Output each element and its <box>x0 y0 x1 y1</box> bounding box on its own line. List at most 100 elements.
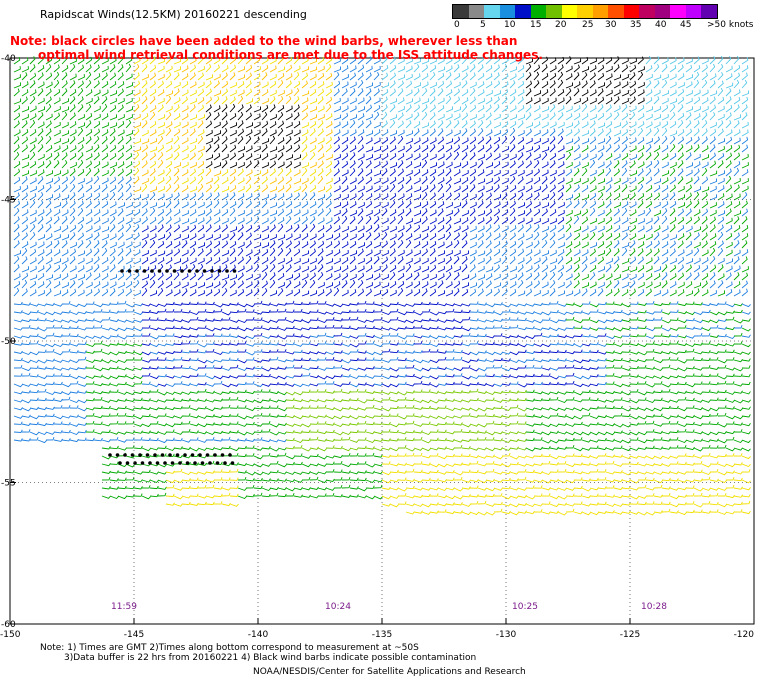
wind-barb <box>725 224 733 233</box>
wind-barb <box>301 80 308 89</box>
wind-barb <box>205 289 213 297</box>
wind-barb <box>461 192 469 201</box>
wind-barb <box>653 114 661 121</box>
wind-barb <box>693 302 703 306</box>
wind-barb <box>469 333 479 338</box>
wind-barb <box>29 80 36 89</box>
wind-barb <box>109 281 117 289</box>
wind-barb <box>677 423 687 428</box>
wind-barb <box>733 367 743 372</box>
wind-barb <box>661 136 668 145</box>
wind-barb <box>573 437 583 441</box>
wind-barb <box>717 216 725 225</box>
wind-barb <box>541 121 549 129</box>
wind-barb <box>341 129 349 137</box>
wind-barb <box>141 169 149 177</box>
wind-barb <box>301 476 311 481</box>
wind-barb <box>725 470 735 474</box>
wind-barb <box>677 264 684 273</box>
wind-barb <box>389 367 399 372</box>
wind-barb <box>701 192 708 201</box>
wind-barb <box>85 128 93 137</box>
wind-barb <box>373 185 381 193</box>
wind-barb <box>261 248 269 257</box>
wind-barb <box>541 439 551 444</box>
wind-barb <box>141 325 151 329</box>
wind-barb <box>301 367 311 371</box>
wind-barb <box>141 88 148 97</box>
wind-barb <box>565 479 575 484</box>
wind-barb <box>317 447 327 452</box>
wind-barb <box>645 144 652 153</box>
wind-barb <box>165 397 175 401</box>
wind-barb <box>741 381 751 386</box>
wind-barb <box>149 454 159 458</box>
wind-barb <box>549 144 556 153</box>
wind-barb <box>509 397 519 402</box>
wind-barb <box>69 145 77 153</box>
wind-barb <box>237 256 244 265</box>
wind-barb <box>333 168 340 177</box>
wind-barb <box>605 104 612 113</box>
wind-barb <box>565 56 572 65</box>
wind-barb <box>333 58 341 65</box>
wind-barb <box>133 186 142 193</box>
wind-barb <box>661 356 671 361</box>
wind-barb <box>293 471 303 475</box>
wind-barb <box>437 382 447 386</box>
wind-barb <box>21 302 31 306</box>
wind-barb <box>709 256 716 265</box>
wind-barb <box>85 335 95 339</box>
wind-barb <box>141 333 151 337</box>
wind-barb <box>517 374 527 378</box>
wind-barb <box>533 493 543 497</box>
wind-barb <box>381 82 389 89</box>
wind-barb <box>565 463 575 468</box>
wind-barb <box>141 80 148 89</box>
wind-barb <box>573 383 583 388</box>
wind-barb <box>285 184 292 193</box>
wind-barb <box>421 326 431 331</box>
wind-barb <box>549 319 559 324</box>
wind-barb <box>437 373 447 377</box>
wind-barb <box>541 97 549 105</box>
wind-barb <box>333 144 341 153</box>
wind-barb <box>277 193 285 201</box>
wind-barb <box>645 414 655 418</box>
wind-barb <box>365 185 373 193</box>
wind-barb <box>605 144 612 153</box>
wind-barb <box>701 128 708 137</box>
wind-barb <box>565 248 572 257</box>
wind-barb <box>197 350 207 354</box>
wind-barb <box>325 445 335 449</box>
wind-barb <box>109 431 119 435</box>
wind-barb <box>589 390 599 394</box>
wind-barb <box>253 216 260 225</box>
wind-barb <box>653 201 661 209</box>
wind-barb <box>317 380 327 385</box>
wind-barb <box>109 334 119 338</box>
wind-barb <box>349 316 359 321</box>
wind-barb <box>525 414 535 418</box>
wind-barb <box>453 367 463 372</box>
wind-barb <box>141 495 151 500</box>
wind-barb <box>645 128 652 137</box>
wind-barb <box>389 209 397 217</box>
wind-barb <box>653 471 663 475</box>
wind-barb <box>213 248 221 257</box>
wind-barb <box>461 469 471 473</box>
wind-barb <box>429 349 439 353</box>
wind-barb <box>293 373 303 377</box>
wind-barb <box>373 281 381 289</box>
wind-barb <box>246 317 255 321</box>
wind-barb <box>21 66 29 73</box>
wind-barb <box>573 359 583 364</box>
wind-barb <box>541 397 551 401</box>
wind-barb <box>101 184 108 193</box>
wind-barb <box>181 177 189 185</box>
wind-barb <box>397 209 405 217</box>
wind-barb <box>21 318 31 323</box>
wind-barb <box>141 144 149 153</box>
wind-barb <box>365 366 375 370</box>
wind-barb <box>733 225 741 233</box>
